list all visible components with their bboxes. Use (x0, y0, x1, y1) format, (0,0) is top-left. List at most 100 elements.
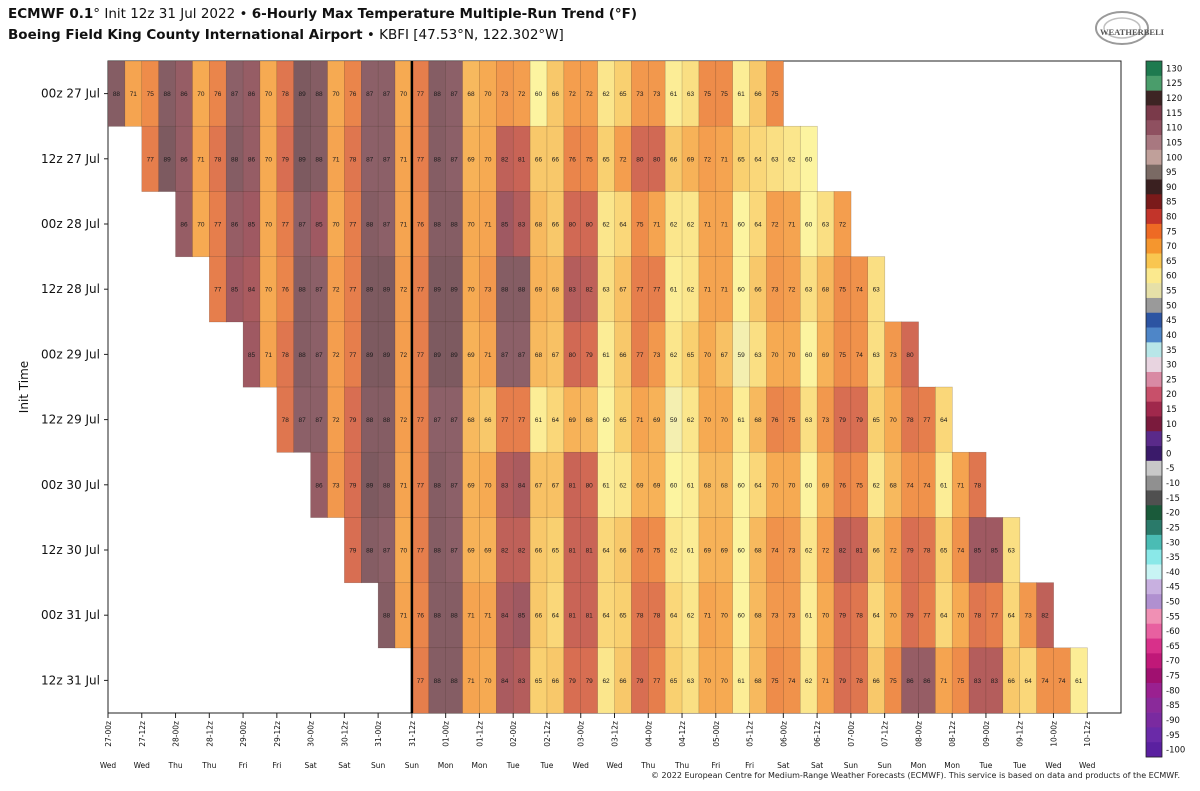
cell-value-label: 77 (653, 287, 661, 294)
cell-value-label: 70 (704, 417, 712, 424)
cell-value-label: 78 (923, 548, 931, 555)
cell-value-label: 75 (839, 352, 847, 359)
cell-value-label: 81 (518, 156, 526, 163)
colorbar-swatch (1146, 446, 1162, 462)
cell-value-label: 67 (552, 482, 560, 489)
cell-value-label: 62 (602, 678, 610, 685)
cell-value-label: 64 (754, 482, 762, 489)
cell-value-label: 79 (349, 417, 357, 424)
cell-value-label: 60 (535, 91, 543, 98)
cell-value-label: 63 (873, 287, 881, 294)
cell-value-label: 64 (754, 222, 762, 229)
cell-value-label: 87 (299, 417, 307, 424)
x-day-label: Wed (573, 761, 590, 770)
colorbar-swatch (1146, 534, 1162, 550)
cell-value-label: 79 (839, 678, 847, 685)
cell-value-label: 71 (484, 352, 492, 359)
cell-value-label: 66 (619, 548, 627, 555)
cell-value-label: 86 (923, 678, 931, 685)
cell-value-label: 61 (602, 482, 610, 489)
colorbar-tick-label: -45 (1166, 583, 1180, 593)
y-tick-label: 12z 28 Jul (41, 282, 100, 296)
cell-value-label: 71 (957, 482, 965, 489)
cell-value-label: 79 (282, 156, 290, 163)
colorbar-swatch (1146, 416, 1162, 432)
cell-value-label: 80 (569, 352, 577, 359)
cell-value-label: 88 (366, 417, 374, 424)
cell-value-label: 82 (839, 548, 847, 555)
x-tick-label: 06-12z (813, 721, 822, 747)
cell-value-label: 89 (299, 91, 307, 98)
cell-value-label: 85 (974, 548, 982, 555)
weatherbell-logo: WEATHERBELL (1094, 8, 1167, 48)
cell-value-label: 70 (197, 91, 205, 98)
cell-value-label: 68 (754, 417, 762, 424)
x-tick-label: 31-00z (374, 721, 383, 747)
cell-value-label: 88 (434, 548, 442, 555)
cell-value-label: 73 (771, 287, 779, 294)
cell-value-label: 73 (889, 352, 897, 359)
cell-value-label: 77 (349, 352, 357, 359)
cell-value-label: 70 (400, 548, 408, 555)
cell-value-label: 64 (670, 613, 678, 620)
cell-value-label: 65 (738, 156, 746, 163)
x-day-label: Wed (134, 761, 151, 770)
x-day-label: Wed (100, 761, 117, 770)
cell-value-label: 62 (670, 352, 678, 359)
colorbar-swatch (1146, 90, 1162, 106)
colorbar-tick-label: -30 (1166, 538, 1180, 548)
colorbar-tick-label: 55 (1166, 287, 1177, 297)
cell-value-label: 77 (417, 548, 425, 555)
cell-value-label: 66 (552, 156, 560, 163)
cell-value-label: 69 (569, 417, 577, 424)
cell-value-label: 60 (670, 482, 678, 489)
y-tick-label: 00z 28 Jul (41, 217, 100, 231)
colorbar-swatch (1146, 742, 1162, 758)
cell-value-label: 86 (180, 156, 188, 163)
cell-value-label: 86 (315, 482, 323, 489)
cell-value-label: 68 (552, 287, 560, 294)
cell-value-label: 66 (670, 156, 678, 163)
cell-value-label: 87 (518, 352, 526, 359)
cell-value-label: 87 (450, 91, 458, 98)
cell-value-label: 77 (417, 678, 425, 685)
cell-value-label: 89 (366, 352, 374, 359)
cell-value-label: 84 (248, 287, 256, 294)
cell-value-label: 65 (873, 417, 881, 424)
cell-value-label: 76 (569, 156, 577, 163)
cell-value-label: 80 (653, 156, 661, 163)
colorbar-swatch (1146, 608, 1162, 625)
cell-value-label: 76 (771, 417, 779, 424)
model-label: ECMWF 0.1 (8, 6, 94, 22)
cell-value-label: 83 (518, 678, 526, 685)
cell-value-label: 79 (569, 678, 577, 685)
cell-value-label: 87 (383, 222, 391, 229)
x-tick-label: 07-00z (847, 721, 856, 747)
cell-value-label: 75 (653, 548, 661, 555)
cell-value-label: 79 (349, 548, 357, 555)
title-line-1: ECMWF 0.1° Init 12z 31 Jul 2022 • 6-Hour… (8, 6, 637, 22)
x-tick-label: 27-12z (138, 721, 147, 747)
cell-value-label: 75 (788, 417, 796, 424)
cell-value-label: 78 (653, 613, 661, 620)
cell-value-label: 88 (450, 678, 458, 685)
cell-value-label: 72 (822, 548, 830, 555)
colorbar-tick-label: 60 (1166, 272, 1177, 282)
cell-value-label: 86 (906, 678, 914, 685)
station-code-label: KBFI [47.53°N, 122.302°W] (379, 27, 564, 43)
x-tick-label: 08-00z (914, 721, 923, 747)
cell-value-label: 71 (400, 482, 408, 489)
cell-value-label: 71 (788, 222, 796, 229)
cell-value-label: 61 (602, 352, 610, 359)
x-day-label: Mon (910, 761, 926, 770)
cell-value-label: 83 (991, 678, 999, 685)
cell-value-label: 77 (501, 417, 509, 424)
cell-value-label: 89 (366, 482, 374, 489)
cell-value-label: 76 (214, 91, 222, 98)
cell-value-label: 63 (1008, 548, 1016, 555)
cell-value-label: 85 (248, 352, 256, 359)
cell-value-label: 79 (906, 548, 914, 555)
x-day-label: Sun (371, 761, 386, 770)
x-day-label: Wed (1079, 761, 1096, 770)
cell-value-label: 68 (535, 222, 543, 229)
